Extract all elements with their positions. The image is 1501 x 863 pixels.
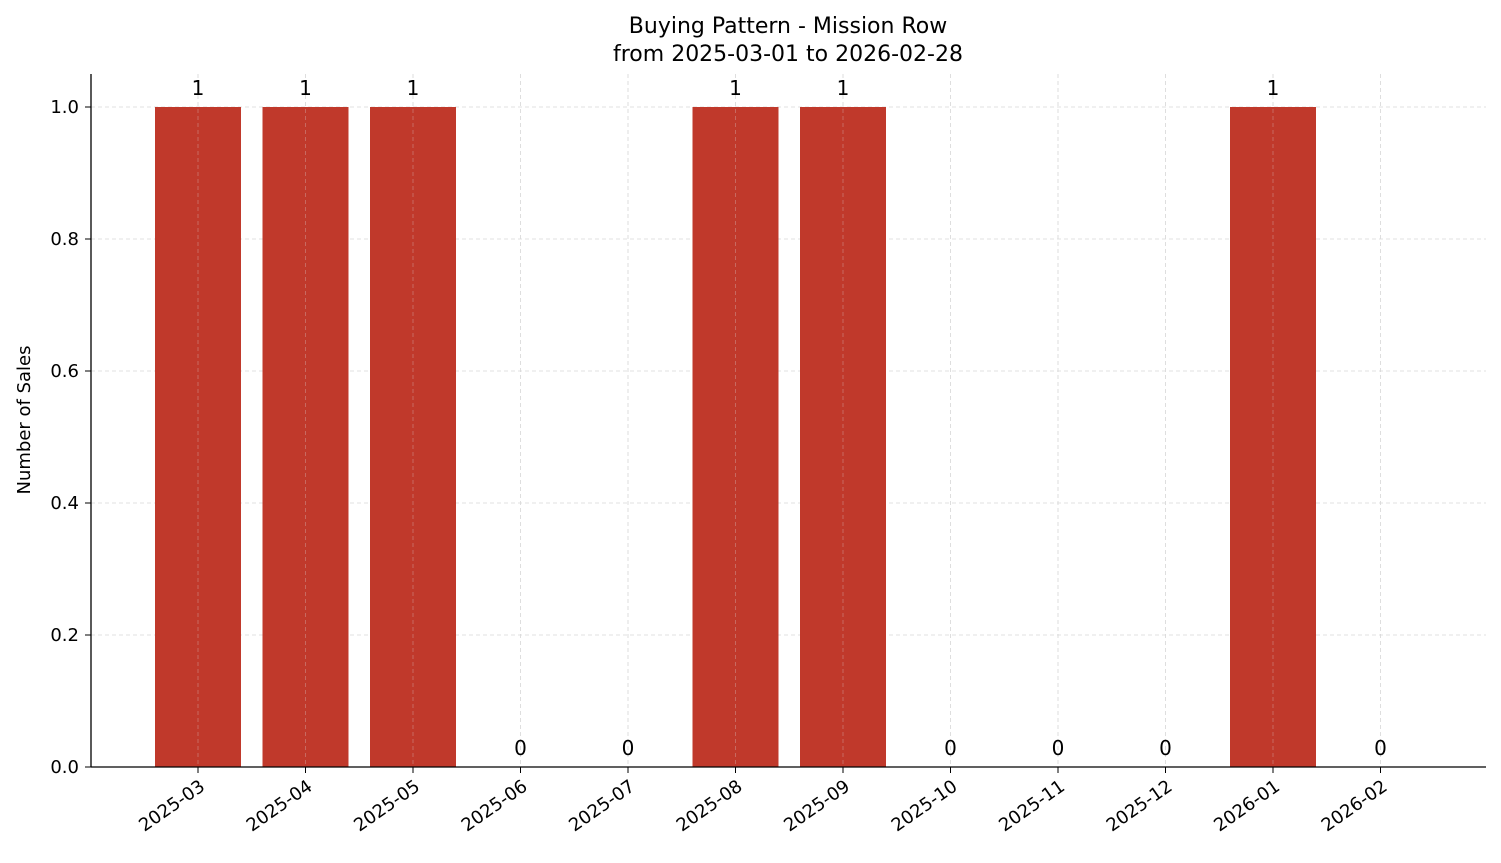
y-axis-label: Number of Sales bbox=[14, 345, 35, 494]
x-tick-label: 2025-03 bbox=[135, 776, 209, 836]
y-tick-label: 1.0 bbox=[50, 97, 79, 118]
bar-value-label: 1 bbox=[192, 76, 205, 100]
bar-labels-layer: 1 1 1 0 0 1 1 0 0 0 1 0 bbox=[192, 76, 1387, 760]
bar-2025-05 bbox=[370, 107, 456, 767]
bar-value-label: 0 bbox=[1052, 736, 1065, 760]
bar-value-label: 1 bbox=[407, 76, 420, 100]
x-tick-label: 2025-06 bbox=[458, 776, 532, 836]
x-tick-label: 2025-09 bbox=[780, 776, 854, 836]
bar-value-label: 1 bbox=[299, 76, 312, 100]
x-tick-label: 2025-11 bbox=[995, 776, 1069, 836]
x-tick-label: 2025-04 bbox=[243, 776, 317, 836]
bars-layer bbox=[155, 74, 1381, 767]
x-tick-label: 2025-12 bbox=[1103, 776, 1177, 836]
y-tick-label: 0.6 bbox=[50, 361, 79, 382]
axes-layer bbox=[90, 74, 1486, 768]
y-tick-label: 0.4 bbox=[50, 493, 79, 514]
bar-value-label: 1 bbox=[837, 76, 850, 100]
bar-2025-09 bbox=[800, 107, 886, 767]
bar-value-label: 0 bbox=[1159, 736, 1172, 760]
bar-value-label: 0 bbox=[944, 736, 957, 760]
y-tick-label: 0.8 bbox=[50, 229, 79, 250]
x-tick-label: 2025-10 bbox=[888, 776, 962, 836]
x-tick-label: 2025-05 bbox=[350, 776, 424, 836]
x-tick-label: 2026-02 bbox=[1318, 776, 1392, 836]
y-tick-label: 0.2 bbox=[50, 625, 79, 646]
y-tick-label: 0.0 bbox=[50, 757, 79, 778]
bar-value-label: 1 bbox=[729, 76, 742, 100]
bar-value-label: 0 bbox=[514, 736, 527, 760]
bar-2026-01 bbox=[1230, 107, 1316, 767]
chart-title: Buying Pattern - Mission Row bbox=[629, 14, 947, 39]
bar-value-label: 0 bbox=[1374, 736, 1387, 760]
x-tick-label: 2026-01 bbox=[1210, 776, 1284, 836]
x-tick-label: 2025-08 bbox=[673, 776, 747, 836]
x-tick-label: 2025-07 bbox=[565, 776, 639, 836]
bar-2025-04 bbox=[262, 107, 349, 767]
bar-2025-08 bbox=[692, 107, 779, 767]
chart-subtitle: from 2025-03-01 to 2026-02-28 bbox=[613, 42, 963, 67]
bar-2025-03 bbox=[155, 107, 241, 767]
bar-value-label: 1 bbox=[1267, 76, 1280, 100]
bar-value-label: 0 bbox=[622, 736, 635, 760]
